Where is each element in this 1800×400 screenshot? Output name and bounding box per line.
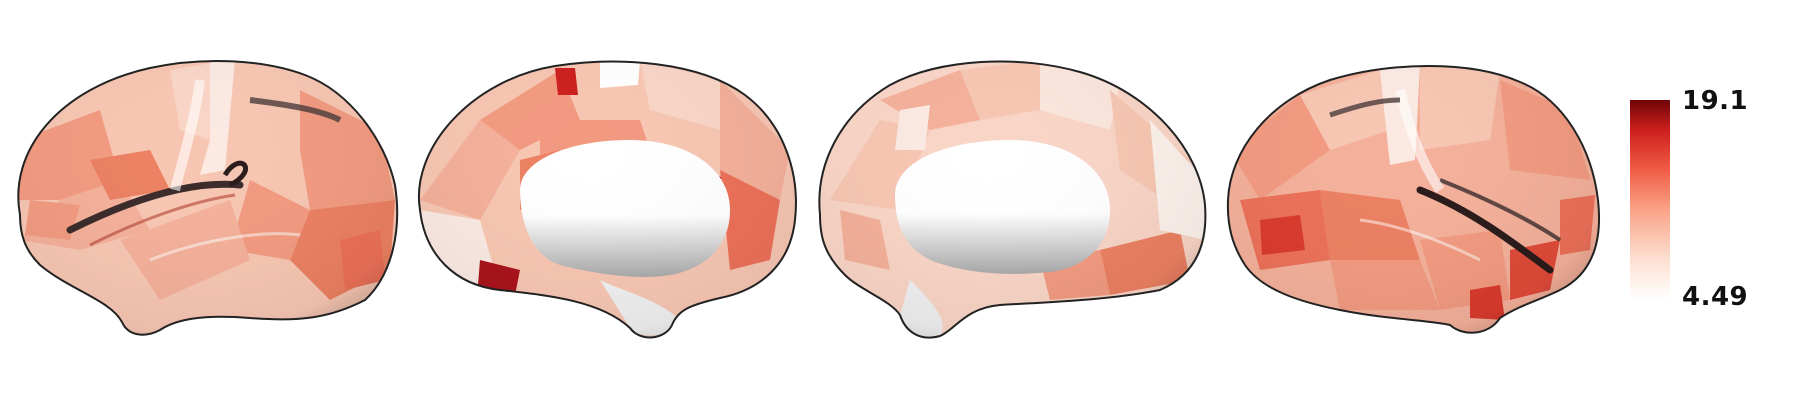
colorbar: [1630, 100, 1670, 300]
colorbar-max-label: 19.1: [1682, 86, 1749, 116]
left-medial-view: [417, 60, 797, 339]
colorbar-min-label: 4.49: [1682, 282, 1749, 312]
right-medial-view: [818, 60, 1207, 339]
left-lateral-view: [17, 59, 399, 336]
right-lateral-view: [1226, 65, 1600, 334]
